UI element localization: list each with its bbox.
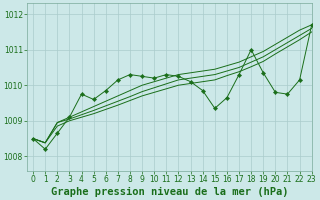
X-axis label: Graphe pression niveau de la mer (hPa): Graphe pression niveau de la mer (hPa) xyxy=(51,186,288,197)
